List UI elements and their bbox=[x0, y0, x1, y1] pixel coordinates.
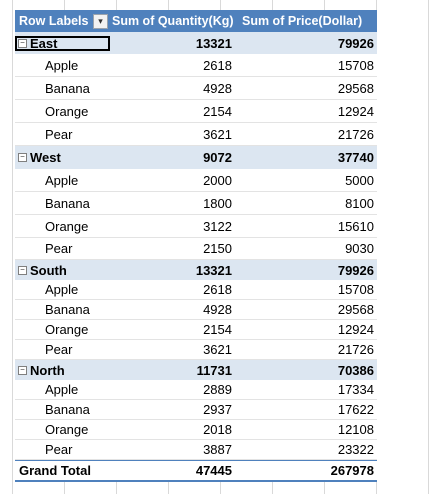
region-quantity[interactable]: 13321 bbox=[195, 262, 232, 278]
region-label-cell[interactable]: − South bbox=[15, 263, 110, 278]
table-row[interactable]: Orange 2018 12108 bbox=[15, 420, 377, 440]
row-labels-text: Row Labels bbox=[19, 14, 89, 28]
item-price[interactable]: 23322 bbox=[337, 442, 374, 457]
pivot-header-row: Row Labels ▾ Sum of Quantity(Kg) Sum of … bbox=[15, 10, 377, 32]
region-price[interactable]: 79926 bbox=[337, 35, 374, 51]
item-quantity[interactable]: 2154 bbox=[203, 322, 232, 337]
grand-total-row[interactable]: Grand Total 47445 267978 bbox=[15, 460, 377, 482]
table-row[interactable]: Banana 1800 8100 bbox=[15, 192, 377, 215]
item-price[interactable]: 9030 bbox=[345, 241, 374, 256]
quantity-column-header[interactable]: Sum of Quantity(Kg) bbox=[112, 14, 234, 28]
item-quantity[interactable]: 4928 bbox=[203, 80, 232, 96]
pivot-table: Row Labels ▾ Sum of Quantity(Kg) Sum of … bbox=[15, 10, 377, 482]
table-row[interactable]: Apple 2889 17334 bbox=[15, 380, 377, 400]
item-quantity[interactable]: 3122 bbox=[203, 218, 232, 234]
table-row[interactable]: Orange 2154 12924 bbox=[15, 100, 377, 123]
item-label[interactable]: Banana bbox=[45, 195, 90, 211]
region-row-south[interactable]: − South 13321 79926 bbox=[15, 260, 377, 280]
item-label[interactable]: Orange bbox=[45, 218, 89, 234]
item-price[interactable]: 15708 bbox=[337, 282, 374, 297]
region-row-east[interactable]: − East 13321 79926 bbox=[15, 32, 377, 54]
item-price[interactable]: 21726 bbox=[337, 342, 374, 357]
item-price[interactable]: 12108 bbox=[337, 422, 374, 437]
grand-total-price[interactable]: 267978 bbox=[330, 463, 374, 478]
region-label-cell[interactable]: − East bbox=[15, 35, 110, 51]
filter-sort-icon[interactable]: ▾ bbox=[93, 13, 108, 29]
item-label[interactable]: Banana bbox=[45, 80, 90, 96]
grand-total-label[interactable]: Grand Total bbox=[19, 463, 91, 478]
item-quantity[interactable]: 3621 bbox=[203, 342, 232, 357]
price-column-header[interactable]: Sum of Price(Dollar) bbox=[242, 14, 363, 28]
region-row-north[interactable]: − North 11731 70386 bbox=[15, 360, 377, 380]
grand-total-quantity[interactable]: 47445 bbox=[195, 463, 232, 478]
region-price[interactable]: 79926 bbox=[337, 262, 374, 278]
table-row[interactable]: Apple 2618 15708 bbox=[15, 280, 377, 300]
item-quantity[interactable]: 2150 bbox=[203, 241, 232, 256]
region-label: West bbox=[30, 150, 61, 165]
region-label-cell[interactable]: − West bbox=[15, 150, 110, 165]
item-label[interactable]: Pear bbox=[45, 126, 73, 142]
collapse-minus-icon[interactable]: − bbox=[18, 365, 27, 375]
collapse-minus-icon[interactable]: − bbox=[18, 265, 27, 275]
collapse-minus-icon[interactable]: − bbox=[18, 153, 27, 162]
region-row-west[interactable]: − West 9072 37740 bbox=[15, 146, 377, 169]
item-quantity[interactable]: 2618 bbox=[203, 57, 232, 73]
region-quantity[interactable]: 13321 bbox=[195, 35, 232, 51]
item-label[interactable]: Banana bbox=[45, 302, 90, 317]
region-price[interactable]: 37740 bbox=[337, 150, 374, 165]
item-label[interactable]: Banana bbox=[45, 402, 90, 417]
item-price[interactable]: 29568 bbox=[337, 80, 374, 96]
collapse-minus-icon[interactable]: − bbox=[18, 38, 27, 48]
table-row[interactable]: Pear 3621 21726 bbox=[15, 123, 377, 146]
item-label[interactable]: Apple bbox=[45, 57, 79, 73]
item-price[interactable]: 8100 bbox=[345, 195, 374, 211]
item-quantity[interactable]: 2000 bbox=[203, 172, 232, 188]
item-label[interactable]: Orange bbox=[45, 422, 89, 437]
item-label[interactable]: Orange bbox=[45, 103, 89, 119]
item-quantity[interactable]: 4928 bbox=[203, 302, 232, 317]
item-price[interactable]: 29568 bbox=[337, 302, 374, 317]
region-label: South bbox=[30, 262, 67, 278]
region-quantity[interactable]: 9072 bbox=[203, 150, 232, 165]
table-row[interactable]: Banana 4928 29568 bbox=[15, 300, 377, 320]
table-row[interactable]: Apple 2618 15708 bbox=[15, 54, 377, 77]
table-row[interactable]: Banana 2937 17622 bbox=[15, 400, 377, 420]
item-price[interactable]: 17622 bbox=[337, 402, 374, 417]
item-label[interactable]: Pear bbox=[45, 241, 73, 256]
item-quantity[interactable]: 3621 bbox=[203, 126, 232, 142]
item-label[interactable]: Apple bbox=[45, 382, 79, 397]
item-quantity[interactable]: 3887 bbox=[203, 442, 232, 457]
region-label-cell[interactable]: − North bbox=[15, 363, 110, 378]
item-label[interactable]: Apple bbox=[45, 282, 79, 297]
row-labels-header[interactable]: Row Labels ▾ bbox=[15, 13, 110, 29]
region-quantity[interactable]: 11731 bbox=[196, 362, 232, 378]
item-label[interactable]: Pear bbox=[45, 342, 73, 357]
region-label: East bbox=[30, 35, 58, 51]
region-price[interactable]: 70386 bbox=[337, 362, 374, 378]
item-price[interactable]: 12924 bbox=[337, 322, 374, 337]
region-label: North bbox=[30, 362, 65, 378]
table-row[interactable]: Banana 4928 29568 bbox=[15, 77, 377, 100]
item-quantity[interactable]: 2618 bbox=[203, 282, 232, 297]
item-label[interactable]: Pear bbox=[45, 442, 73, 457]
item-price[interactable]: 5000 bbox=[345, 172, 374, 188]
item-price[interactable]: 21726 bbox=[337, 126, 374, 142]
item-price[interactable]: 17334 bbox=[337, 382, 374, 397]
item-price[interactable]: 15610 bbox=[337, 218, 374, 234]
table-row[interactable]: Pear 3621 21726 bbox=[15, 340, 377, 360]
item-quantity[interactable]: 2937 bbox=[203, 402, 232, 417]
table-row[interactable]: Orange 3122 15610 bbox=[15, 215, 377, 238]
item-price[interactable]: 15708 bbox=[337, 57, 374, 73]
item-quantity[interactable]: 2889 bbox=[203, 382, 232, 397]
item-quantity[interactable]: 2154 bbox=[203, 103, 232, 119]
item-quantity[interactable]: 2018 bbox=[203, 422, 232, 437]
item-price[interactable]: 12924 bbox=[337, 103, 374, 119]
table-row[interactable]: Orange 2154 12924 bbox=[15, 320, 377, 340]
item-quantity[interactable]: 1800 bbox=[203, 195, 232, 211]
table-row[interactable]: Apple 2000 5000 bbox=[15, 169, 377, 192]
table-row[interactable]: Pear 2150 9030 bbox=[15, 238, 377, 260]
item-label[interactable]: Apple bbox=[45, 172, 79, 188]
table-row[interactable]: Pear 3887 23322 bbox=[15, 440, 377, 460]
item-label[interactable]: Orange bbox=[45, 322, 89, 337]
